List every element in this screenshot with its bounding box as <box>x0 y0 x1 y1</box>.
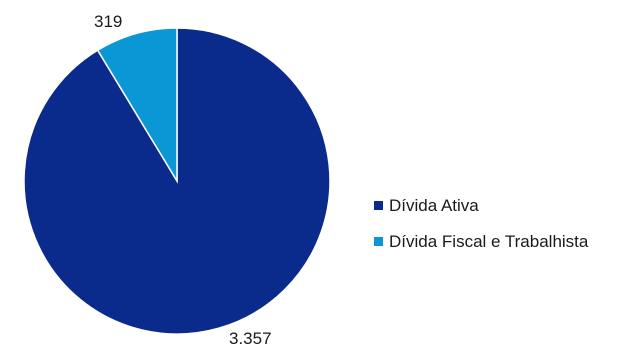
data-label-divida-ativa: 3.357 <box>229 329 272 348</box>
legend-swatch-divida-ativa <box>374 201 383 210</box>
data-label-divida-fiscal: 319 <box>94 12 122 31</box>
legend-label-divida-fiscal: Dívida Fiscal e Trabalhista <box>389 232 589 251</box>
legend-label-divida-ativa: Dívida Ativa <box>389 196 479 215</box>
legend: Dívida Ativa Dívida Fiscal e Trabalhista <box>374 196 589 251</box>
legend-swatch-divida-fiscal <box>374 237 383 246</box>
pie-slice-divida-fiscal <box>96 27 178 184</box>
pie-slices <box>23 27 331 335</box>
